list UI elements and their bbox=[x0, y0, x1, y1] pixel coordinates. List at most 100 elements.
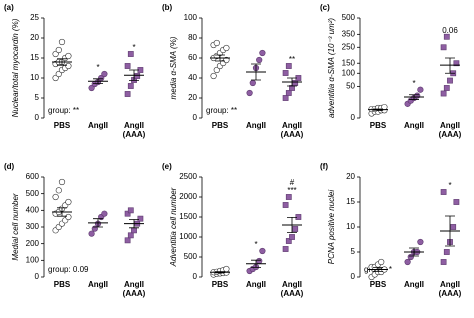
category-label: AngII (AAA) bbox=[280, 280, 304, 298]
error-bar bbox=[215, 54, 225, 62]
category-label: AngII bbox=[404, 121, 424, 130]
error-bar bbox=[251, 259, 261, 268]
panel-label: (b) bbox=[162, 3, 173, 12]
data-point bbox=[101, 70, 108, 78]
y-tick-label: 500 bbox=[342, 13, 356, 22]
data-point bbox=[127, 232, 134, 239]
error-bar bbox=[409, 94, 419, 100]
y-tick-label: 50 bbox=[346, 81, 355, 90]
x-tick-label: AngII bbox=[246, 280, 266, 289]
x-tick-label: AngII bbox=[404, 280, 424, 289]
y-tick-label: 0 bbox=[193, 113, 198, 122]
y-tick-label: 80 bbox=[188, 33, 197, 42]
y-tick-label: 150 bbox=[342, 58, 356, 67]
error-bar bbox=[129, 219, 139, 229]
y-axis-label: PCNA positive nuclei bbox=[327, 190, 336, 265]
data-point bbox=[101, 210, 108, 217]
y-tick-label: 0 bbox=[351, 272, 356, 281]
x-tick-label: PBS bbox=[369, 280, 387, 289]
data-point bbox=[55, 46, 62, 54]
category-label: PBS bbox=[211, 121, 229, 130]
y-tick-label: 2000 bbox=[179, 192, 197, 201]
x-tick-label: PBS bbox=[369, 121, 387, 130]
data-point bbox=[65, 52, 72, 60]
data-point bbox=[443, 85, 450, 91]
data-point bbox=[131, 227, 137, 234]
category-label: PBS bbox=[53, 280, 71, 289]
data-point bbox=[52, 193, 59, 201]
error-bar bbox=[373, 267, 383, 272]
error-bar bbox=[251, 63, 261, 81]
data-point bbox=[417, 238, 424, 246]
x-tick-label: AngII (AAA) bbox=[438, 121, 462, 139]
x-tick-label: AngII bbox=[404, 121, 424, 130]
significance: * bbox=[412, 79, 415, 88]
y-tick-label: 10 bbox=[346, 222, 355, 231]
category-label: AngII (AAA) bbox=[439, 280, 462, 298]
significance: 0.06 bbox=[442, 26, 458, 35]
data-point bbox=[65, 213, 72, 221]
x-tick-label: PBS bbox=[53, 121, 71, 130]
y-tick-label: 250 bbox=[342, 42, 356, 51]
data-point bbox=[285, 90, 292, 96]
y-tick-label: 0 bbox=[351, 113, 356, 122]
y-tick-label: 100 bbox=[26, 255, 40, 264]
significance: * bbox=[254, 240, 257, 249]
data-point bbox=[440, 189, 447, 195]
data-point bbox=[137, 215, 144, 222]
y-tick-label: 400 bbox=[26, 205, 40, 214]
category-label: AngII (AAA) bbox=[281, 121, 304, 139]
panel-label: (c) bbox=[320, 3, 330, 12]
data-point bbox=[223, 44, 230, 52]
x-tick-label: AngII (AAA) bbox=[280, 280, 304, 298]
y-tick-label: 15 bbox=[346, 197, 355, 206]
data-point bbox=[58, 38, 66, 46]
data-point bbox=[285, 194, 292, 200]
data-point bbox=[127, 51, 134, 57]
x-tick-label: PBS bbox=[211, 121, 229, 130]
data-point bbox=[134, 73, 141, 79]
y-tick-label: 20 bbox=[188, 93, 197, 102]
data-point bbox=[58, 178, 66, 186]
y-tick-label: 60 bbox=[188, 53, 197, 62]
data-point bbox=[282, 70, 289, 76]
x-tick-label: AngII (AAA) bbox=[122, 121, 146, 139]
y-tick-label: 0 bbox=[35, 272, 40, 281]
x-tick-label: PBS bbox=[53, 280, 71, 289]
y-tick-label: 40 bbox=[188, 73, 197, 82]
data-point bbox=[55, 187, 62, 194]
data-point bbox=[378, 258, 385, 266]
x-tick-label: AngII bbox=[246, 121, 266, 130]
error-bar bbox=[57, 207, 67, 217]
significance: * bbox=[132, 43, 135, 52]
y-tick-label: 1000 bbox=[179, 232, 197, 241]
data-point bbox=[65, 62, 72, 70]
category-label: PBS bbox=[369, 121, 387, 130]
y-tick-label: 1500 bbox=[179, 212, 197, 221]
group-note: group: ** bbox=[206, 106, 237, 115]
category-label: PBS bbox=[53, 121, 71, 130]
data-point bbox=[246, 89, 253, 97]
x-tick-label: AngII bbox=[88, 121, 108, 130]
data-point bbox=[282, 246, 289, 252]
y-tick-label: 100 bbox=[184, 13, 198, 22]
error-bar bbox=[287, 217, 297, 233]
data-point bbox=[124, 210, 131, 217]
y-tick-label: 300 bbox=[26, 222, 40, 231]
category-label: AngII bbox=[404, 280, 424, 289]
y-axis-label: Medial cell number bbox=[11, 193, 20, 260]
data-point bbox=[213, 66, 220, 74]
data-point bbox=[289, 234, 295, 240]
x-tick-label: AngII bbox=[88, 280, 108, 289]
y-tick-label: 0 bbox=[193, 272, 198, 281]
data-point bbox=[256, 56, 263, 64]
data-point bbox=[414, 92, 421, 99]
data-point bbox=[88, 84, 95, 92]
y-tick-label: 20 bbox=[346, 172, 355, 181]
data-point bbox=[447, 77, 453, 84]
data-point bbox=[292, 80, 299, 86]
category-label: AngII (AAA) bbox=[123, 280, 146, 298]
error-bar bbox=[445, 57, 455, 74]
